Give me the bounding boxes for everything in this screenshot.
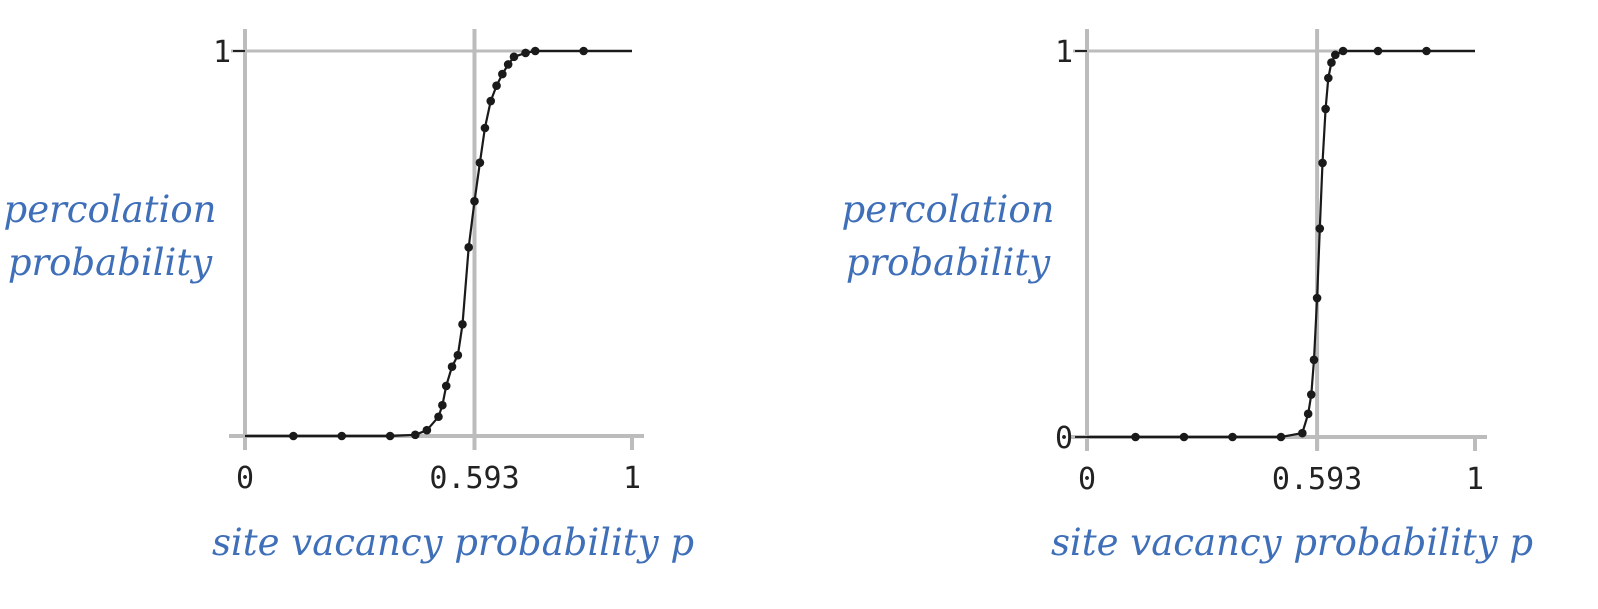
- data-point: [1331, 50, 1340, 60]
- x-tick-label: 0: [236, 461, 254, 496]
- data-point: [492, 81, 501, 90]
- data-point: [470, 196, 479, 206]
- data-point: [422, 425, 432, 435]
- data-point: [337, 431, 347, 441]
- chart-panel-right: 0 0.593 1 0 1 percolation probability site vaca…: [842, 29, 1533, 564]
- data-point: [464, 243, 473, 252]
- x-axis-label: site vacancy probability p: [1051, 521, 1533, 564]
- data-point: [509, 52, 519, 62]
- data-point: [1298, 428, 1307, 438]
- data-point: [475, 158, 485, 167]
- x-tick-label: 0: [1078, 462, 1096, 497]
- data-point: [453, 350, 463, 360]
- data-point: [289, 431, 298, 441]
- data-point: [1373, 46, 1383, 56]
- data-point: [1179, 432, 1189, 442]
- data-point: [579, 46, 588, 56]
- data-point: [1309, 355, 1319, 365]
- y-axis-label: percolation: [842, 188, 1055, 231]
- data-point: [480, 123, 490, 133]
- y-tick-label: 0: [1055, 421, 1073, 456]
- series-line: [245, 49, 632, 438]
- data-point: [1321, 104, 1330, 114]
- data-point: [1324, 73, 1333, 83]
- data-point: [498, 69, 507, 79]
- data-point: [521, 48, 530, 58]
- data-point: [1338, 46, 1348, 56]
- data-point: [1312, 293, 1322, 303]
- data-point: [1318, 158, 1327, 168]
- x-tick-label: 1: [1466, 462, 1484, 497]
- data-point: [503, 60, 513, 69]
- data-point: [1228, 432, 1237, 442]
- data-point: [441, 381, 451, 391]
- y-axis-label: probability: [8, 241, 213, 284]
- data-point: [438, 400, 447, 410]
- y-axis-label: probability: [846, 241, 1051, 284]
- data-point: [1306, 390, 1316, 399]
- x-tick-label: 0.593: [1272, 462, 1362, 497]
- data-point: [1327, 58, 1336, 67]
- y-tick-label: 1: [1055, 35, 1073, 70]
- x-axis-label: site vacancy probability p: [212, 521, 694, 564]
- series-line: [1087, 49, 1475, 439]
- data-point: [447, 362, 457, 372]
- x-tick-label: 1: [623, 461, 641, 496]
- data-point: [410, 430, 420, 440]
- data-point: [1422, 46, 1431, 56]
- data-point: [1315, 224, 1325, 233]
- y-tick-label: 1: [213, 35, 231, 70]
- data-point: [530, 46, 540, 56]
- data-point: [1303, 409, 1313, 419]
- data-point: [385, 431, 395, 441]
- data-point: [458, 320, 467, 329]
- data-point: [1276, 432, 1286, 442]
- chart-panel-left: 0 0.593 1 1 percolation probability site vacan…: [4, 29, 694, 564]
- x-tick-label: 0.593: [429, 461, 519, 496]
- data-point: [1131, 432, 1140, 442]
- data-point: [486, 96, 496, 106]
- data-point: [434, 412, 443, 422]
- y-axis-label: percolation: [4, 188, 217, 231]
